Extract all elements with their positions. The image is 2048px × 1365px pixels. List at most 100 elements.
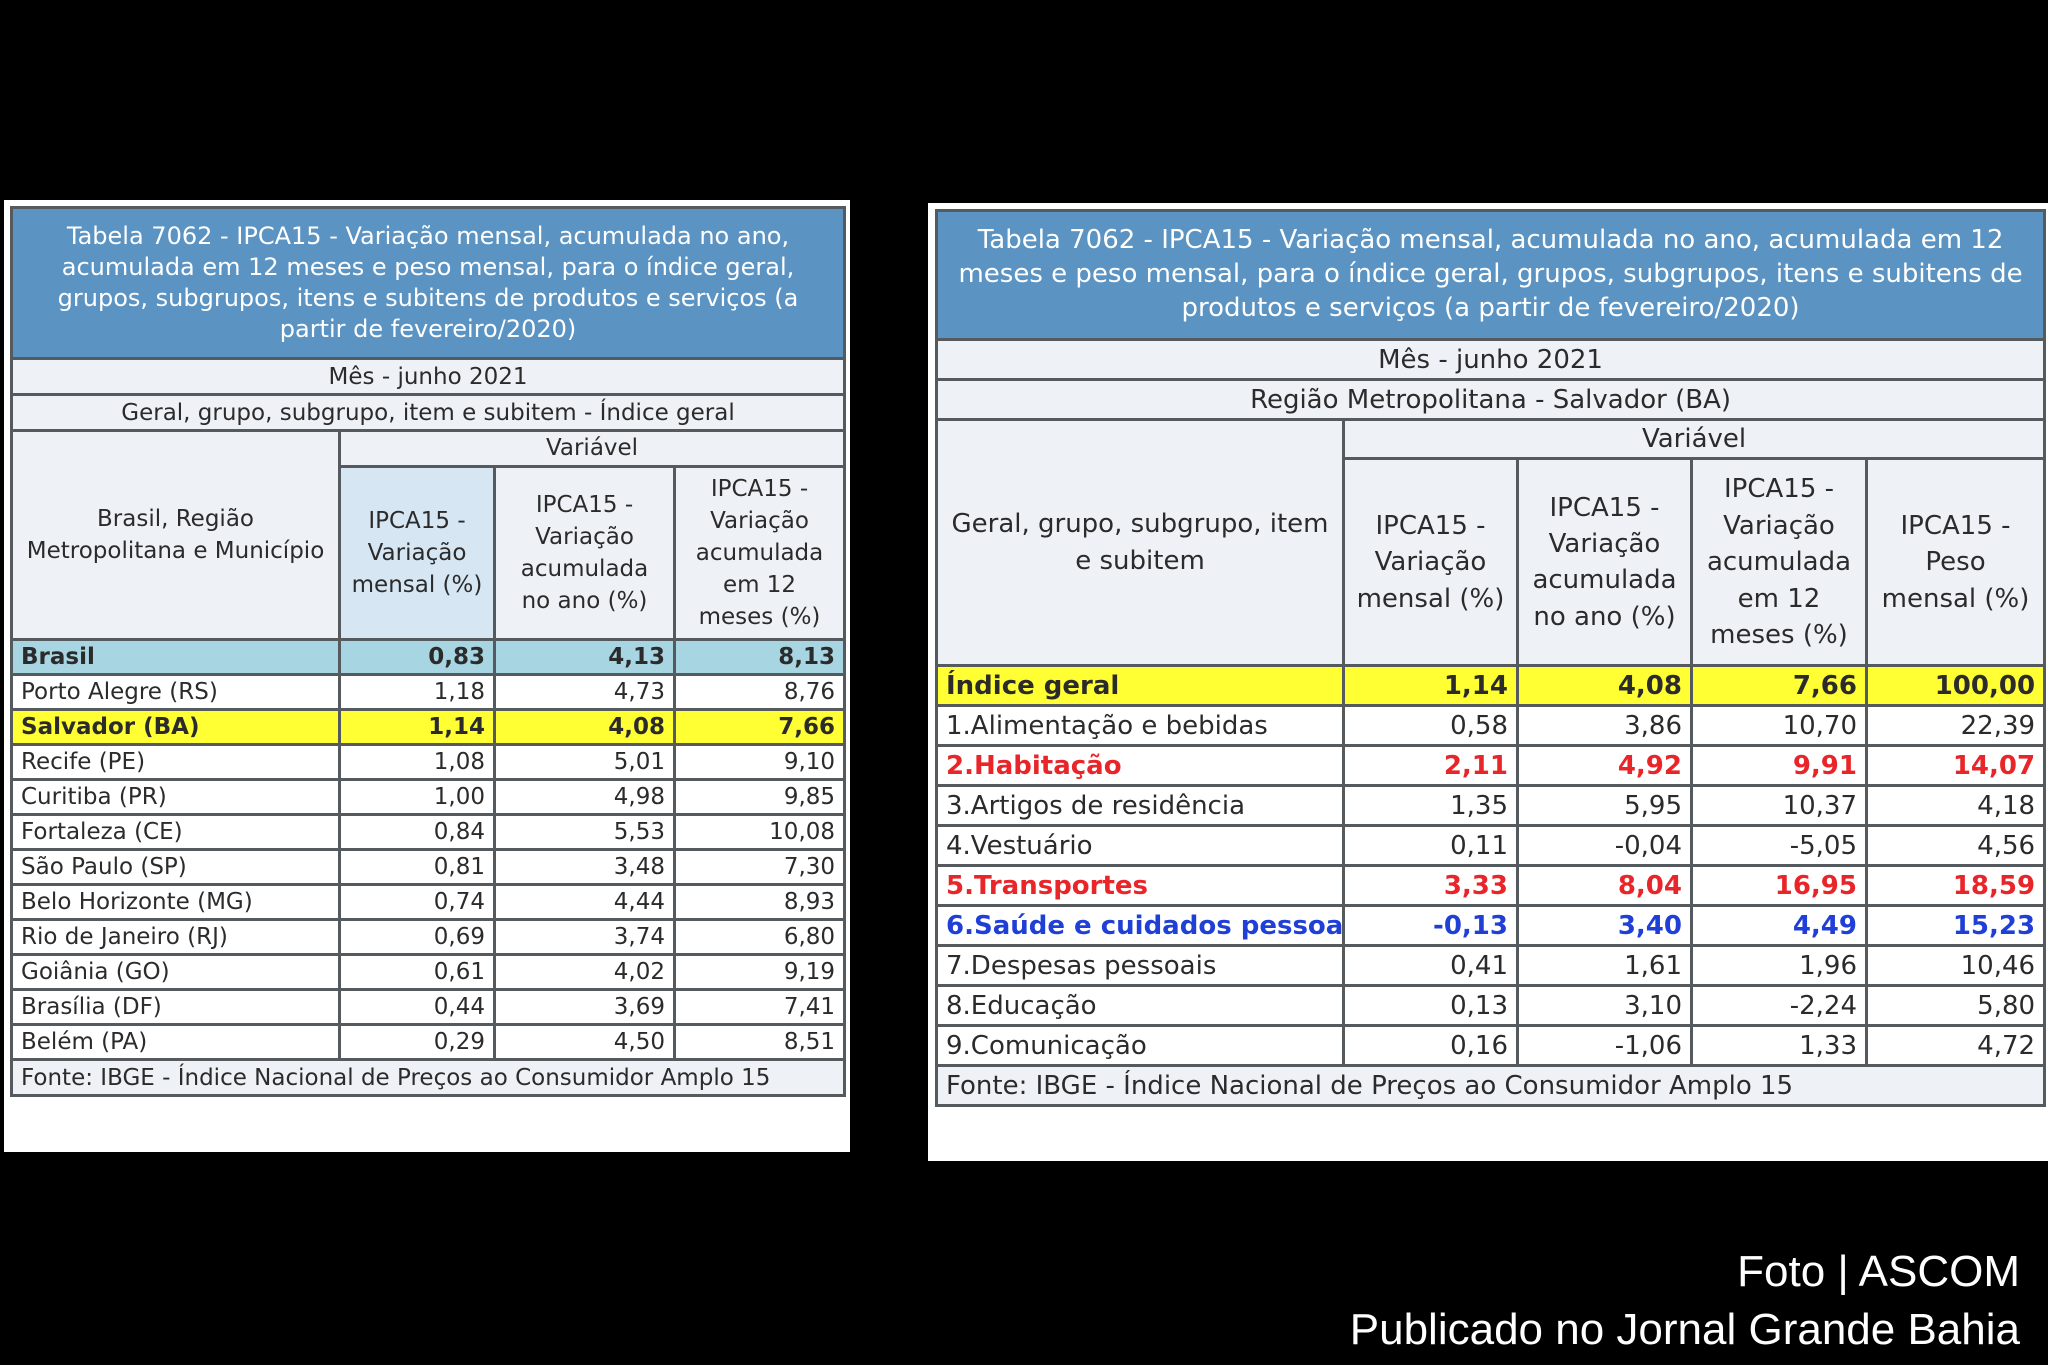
table-row: 4.Vestuário 0,11 -0,04 -5,05 4,56 [935, 824, 2047, 868]
cell-value: 9,85 [672, 778, 847, 816]
row-label: 7.Despesas pessoais [935, 944, 1345, 988]
table-row-indice-geral: Índice geral 1,14 4,08 7,66 100,00 [935, 664, 2047, 708]
table-row: 9.Comunicação 0,16 -1,06 1,33 4,72 [935, 1024, 2047, 1068]
cell-value: 18,59 [1864, 864, 2047, 908]
cell-value: 0,58 [1342, 704, 1519, 748]
cell-value: 2,11 [1342, 744, 1519, 788]
cell-value: 0,13 [1342, 984, 1519, 1028]
cell-value: 0,44 [338, 988, 496, 1026]
row-label: Porto Alegre (RS) [10, 673, 341, 711]
variable-header: Variável [1341, 417, 2047, 461]
table-row: Fortaleza (CE) 0,84 5,53 10,08 [10, 813, 847, 851]
row-header: Geral, grupo, subgrupo, item e subitem [935, 417, 1345, 668]
cell-value: 4,02 [493, 953, 676, 991]
table-row-brasil: Brasil 0,83 4,13 8,13 [10, 638, 847, 676]
table-row-highlight-red: 2.Habitação 2,11 4,92 9,91 14,07 [935, 744, 2047, 788]
cell-value: 5,95 [1516, 784, 1693, 828]
table-row: 8.Educação 0,13 3,10 -2,24 5,80 [935, 984, 2047, 1028]
cell-value: 3,33 [1342, 864, 1519, 908]
cell-value: 16,95 [1690, 864, 1868, 908]
cell-value: 4,56 [1864, 824, 2047, 868]
row-label: 2.Habitação [935, 744, 1345, 788]
cell-value: 4,72 [1864, 1024, 2047, 1068]
row-label: Salvador (BA) [10, 708, 341, 746]
row-label: Curitiba (PR) [10, 778, 341, 816]
cell-value: 3,48 [493, 848, 676, 886]
cell-value: 4,18 [1864, 784, 2047, 828]
column-header: IPCA15 - Variação acumulada em 12 meses … [672, 465, 847, 641]
column-header: IPCA15 - Variação mensal (%) [338, 465, 496, 641]
cell-value: 8,93 [672, 883, 847, 921]
cell-value: 4,49 [1690, 904, 1868, 948]
row-label: Recife (PE) [10, 743, 341, 781]
cell-value: 4,13 [493, 638, 676, 676]
cell-value: 1,00 [338, 778, 496, 816]
cell-value: 9,10 [672, 743, 847, 781]
scope-label: Geral, grupo, subgrupo, item e subitem -… [9, 393, 847, 432]
table-row: São Paulo (SP) 0,81 3,48 7,30 [10, 848, 847, 886]
row-label: Belém (PA) [10, 1023, 341, 1061]
row-label: 4.Vestuário [935, 824, 1345, 868]
row-label: 1.Alimentação e bebidas [935, 704, 1345, 748]
cell-value: 1,14 [338, 708, 496, 746]
row-label: Índice geral [935, 664, 1345, 708]
cell-value: 14,07 [1864, 744, 2047, 788]
cell-value: 3,69 [493, 988, 676, 1026]
cell-value: 22,39 [1864, 704, 2047, 748]
row-label: 6.Saúde e cuidados pessoais [935, 904, 1345, 948]
region-label: Região Metropolitana - Salvador (BA) [934, 378, 2047, 421]
cell-value: 100,00 [1864, 664, 2047, 708]
cell-value: 1,14 [1342, 664, 1519, 708]
cell-value: 3,10 [1516, 984, 1693, 1028]
cell-value: 5,53 [493, 813, 676, 851]
cell-value: 0,74 [338, 883, 496, 921]
row-label: 8.Educação [935, 984, 1345, 1028]
cell-value: 1,33 [1690, 1024, 1868, 1068]
row-label: 3.Artigos de residência [935, 784, 1345, 828]
cell-value: 7,41 [672, 988, 847, 1026]
cell-value: 4,08 [1516, 664, 1693, 708]
cell-value: 7,66 [1690, 664, 1868, 708]
cell-value: 15,23 [1864, 904, 2047, 948]
table-row: Goiânia (GO) 0,61 4,02 9,19 [10, 953, 847, 991]
row-label: Brasil [10, 638, 341, 676]
table-row: 3.Artigos de residência 1,35 5,95 10,37 … [935, 784, 2047, 828]
source-note: Fonte: IBGE - Índice Nacional de Preços … [9, 1058, 847, 1097]
table-row-highlight-blue: 6.Saúde e cuidados pessoais -0,13 3,40 4… [935, 904, 2047, 948]
cell-value: 0,81 [338, 848, 496, 886]
cell-value: 0,41 [1342, 944, 1519, 988]
cell-value: 9,91 [1690, 744, 1868, 788]
cell-value: 8,13 [672, 638, 847, 676]
cell-value: 0,83 [338, 638, 496, 676]
cell-value: 4,92 [1516, 744, 1693, 788]
ipca15-salvador-groups-table: Tabela 7062 - IPCA15 - Variação mensal, … [934, 209, 2047, 1108]
cell-value: 4,44 [493, 883, 676, 921]
cell-value: 0,11 [1342, 824, 1519, 868]
row-label: Brasília (DF) [10, 988, 341, 1026]
table-row-salvador: Salvador (BA) 1,14 4,08 7,66 [10, 708, 847, 746]
table-row: Belém (PA) 0,29 4,50 8,51 [10, 1023, 847, 1061]
cell-value: 10,08 [672, 813, 847, 851]
photo-credit: Foto | ASCOM [1737, 1247, 2020, 1296]
cell-value: 4,08 [493, 708, 676, 746]
cell-value: 0,16 [1342, 1024, 1519, 1068]
month-label: Mês - junho 2021 [9, 357, 847, 396]
cell-value: 1,18 [338, 673, 496, 711]
cell-value: 4,73 [493, 673, 676, 711]
row-label: Goiânia (GO) [10, 953, 341, 991]
cell-value: 1,61 [1516, 944, 1693, 988]
row-label: Fortaleza (CE) [10, 813, 341, 851]
cell-value: 10,46 [1864, 944, 2047, 988]
cell-value: 0,84 [338, 813, 496, 851]
table-row-highlight-red: 5.Transportes 3,33 8,04 16,95 18,59 [935, 864, 2047, 908]
cell-value: 8,04 [1516, 864, 1693, 908]
cell-value: 5,80 [1864, 984, 2047, 1028]
table-row: Recife (PE) 1,08 5,01 9,10 [10, 743, 847, 781]
cell-value: 5,01 [493, 743, 676, 781]
cell-value: -2,24 [1690, 984, 1868, 1028]
column-header: IPCA15 - Peso mensal (%) [1864, 457, 2047, 668]
cell-value: 0,29 [338, 1023, 496, 1061]
cell-value: -0,04 [1516, 824, 1693, 868]
table-row: Porto Alegre (RS) 1,18 4,73 8,76 [10, 673, 847, 711]
cell-value: 9,19 [672, 953, 847, 991]
